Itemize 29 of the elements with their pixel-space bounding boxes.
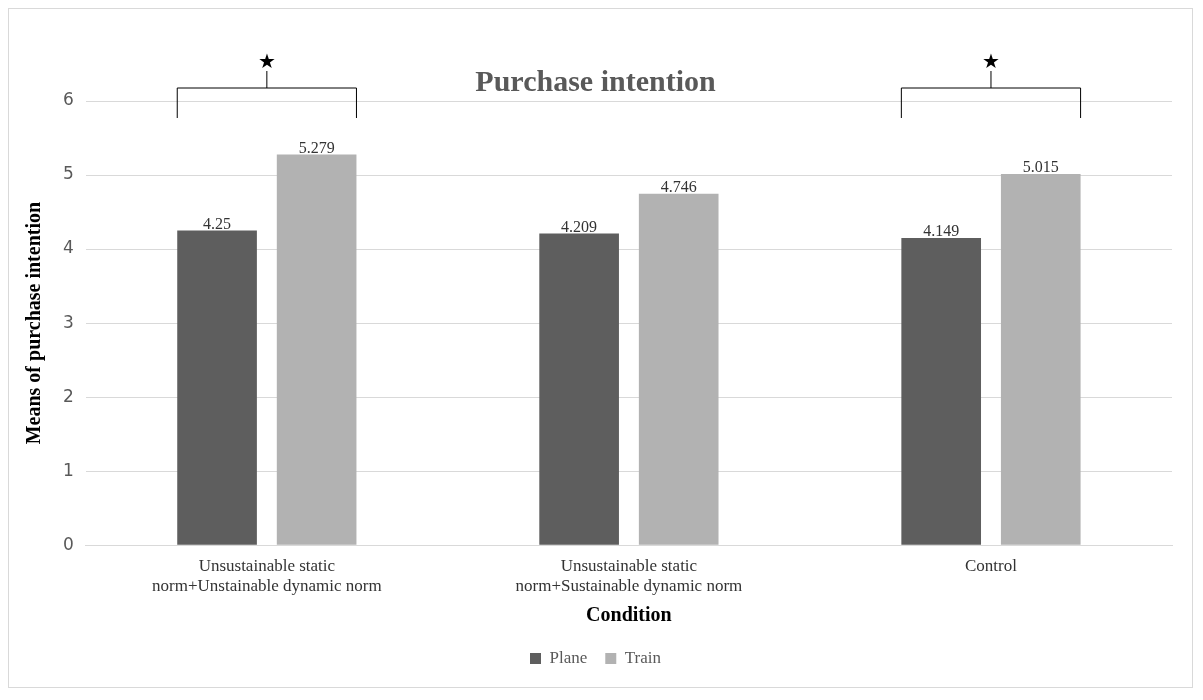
chart-title: Purchase intention: [475, 63, 716, 97]
legend-label: Plane: [549, 647, 588, 667]
bar: [638, 193, 719, 545]
bar: [539, 233, 619, 545]
data-label: 5.015: [1022, 158, 1059, 176]
x-tick-label: Unsustainable static norm+Unstainable dynamic norm: [152, 555, 382, 596]
y-tick-label: 4: [62, 237, 74, 258]
data-label: 4.25: [203, 214, 232, 232]
text: ★: [982, 49, 1000, 74]
y-tick-label: 2: [62, 385, 74, 406]
y-tick-label: 1: [62, 459, 74, 480]
x-axis-title: Condition: [586, 603, 672, 626]
bar: [901, 238, 982, 545]
text: ★: [257, 49, 276, 74]
y-axis-title: Means of purchase intention: [22, 201, 46, 445]
bar: [1000, 173, 1081, 545]
y-tick-label: 3: [62, 311, 74, 332]
legend-label: Train: [624, 647, 662, 667]
data-label: 4.209: [561, 217, 598, 235]
bar: [276, 154, 357, 545]
y-tick-label: 0: [62, 533, 74, 554]
data-label: 4.149: [923, 222, 960, 240]
x-tick-label: Unsustainable static norm+Sustainable dynamic norm: [515, 555, 743, 596]
y-tick-label: 5: [62, 163, 74, 184]
y-tick-label: 6: [62, 89, 74, 110]
data-label: 4.746: [660, 178, 697, 196]
bar: [177, 230, 257, 545]
data-label: 5.279: [298, 138, 335, 156]
x-tick-label: Control: [964, 555, 1018, 575]
